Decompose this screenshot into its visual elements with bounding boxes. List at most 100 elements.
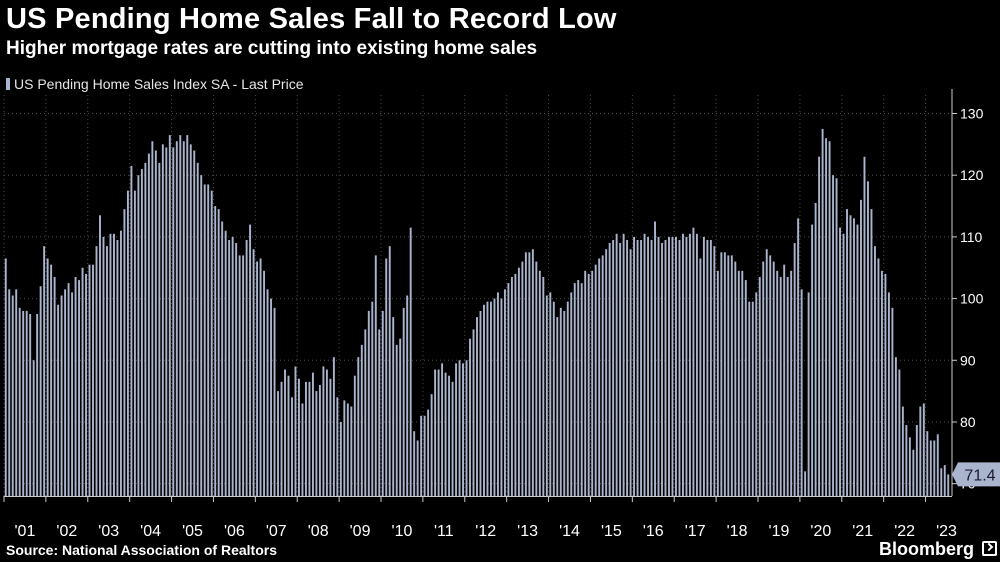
- bar: [8, 289, 11, 496]
- x-tick-label: '16: [643, 523, 664, 540]
- bar: [29, 314, 32, 496]
- y-tick-label: 130: [960, 106, 984, 122]
- bar: [545, 295, 548, 496]
- bar: [804, 471, 807, 496]
- bar: [901, 406, 904, 496]
- bar: [769, 255, 772, 496]
- source-note: Source: National Association of Realtors: [6, 542, 277, 558]
- bar: [277, 391, 279, 496]
- bar: [32, 360, 35, 496]
- bar: [695, 233, 698, 496]
- bar: [256, 261, 259, 496]
- bar: [867, 181, 869, 496]
- bar: [311, 372, 314, 496]
- bar: [556, 317, 559, 496]
- bar: [140, 169, 143, 496]
- bar: [102, 236, 105, 496]
- bar: [287, 375, 290, 496]
- x-axis: '01 '02 '03 '04 '05 '06 '07 '08 '09 '10 '11 '12 '13 '…: [3, 496, 957, 540]
- bar: [126, 190, 129, 496]
- bar: [130, 165, 133, 496]
- bar: [573, 283, 576, 496]
- bar: [221, 221, 224, 496]
- bar: [493, 298, 496, 496]
- bar: [490, 301, 492, 496]
- bar: [60, 295, 63, 496]
- bar: [381, 310, 384, 496]
- bar: [392, 317, 395, 496]
- x-tick-label: '20: [810, 523, 831, 540]
- bar: [238, 255, 241, 496]
- bar: [709, 239, 712, 497]
- x-tick-label: '03: [98, 523, 119, 540]
- bar: [734, 261, 737, 496]
- bar: [647, 236, 650, 496]
- last-value-marker: 71.4: [952, 462, 1000, 487]
- bar: [657, 236, 660, 496]
- bar: [947, 474, 950, 496]
- bar: [175, 141, 178, 496]
- bar: [434, 369, 437, 496]
- bar: [364, 329, 367, 496]
- bar: [549, 292, 552, 496]
- bar: [479, 310, 482, 496]
- bar: [448, 375, 451, 496]
- bar: [420, 415, 423, 496]
- bar: [524, 252, 527, 496]
- chart-subtitle: Higher mortgage rates are cutting into e…: [6, 38, 538, 59]
- y-tick-label: 110: [960, 229, 983, 245]
- bar: [88, 264, 91, 496]
- bar: [406, 295, 409, 496]
- bar: [619, 243, 622, 496]
- bar: [779, 276, 782, 496]
- bar: [821, 128, 824, 496]
- bar: [514, 273, 517, 496]
- bar: [849, 215, 852, 497]
- bar: [587, 273, 590, 496]
- bar: [441, 363, 444, 496]
- bar: [713, 246, 716, 496]
- bar: [675, 236, 677, 496]
- bar: [737, 270, 740, 496]
- bar: [835, 178, 838, 496]
- bar: [315, 391, 318, 496]
- bar: [291, 397, 293, 496]
- bar: [605, 249, 608, 496]
- bar: [161, 144, 164, 496]
- x-tick-label: '09: [350, 523, 371, 540]
- bar: [654, 221, 656, 496]
- bar: [416, 440, 419, 496]
- bar: [860, 199, 862, 496]
- bar: [18, 307, 21, 496]
- bar: [231, 236, 234, 496]
- bar: [332, 357, 335, 496]
- bar: [81, 267, 84, 496]
- bar: [877, 258, 880, 496]
- gridlines: [3, 95, 954, 496]
- bar: [720, 252, 723, 496]
- bar: [242, 255, 245, 496]
- bar: [887, 292, 890, 496]
- bar: [46, 258, 49, 496]
- y-tick-label: 100: [960, 291, 984, 307]
- bar: [395, 344, 398, 496]
- x-tick-label: '12: [475, 523, 496, 540]
- bar: [612, 239, 615, 497]
- bar: [15, 289, 18, 496]
- bar: [538, 270, 541, 496]
- bar: [25, 310, 28, 496]
- bar: [908, 437, 911, 496]
- x-tick-label: '11: [434, 523, 454, 540]
- bar: [919, 406, 922, 496]
- bar: [154, 150, 157, 496]
- bar: [727, 255, 730, 496]
- bar: [137, 175, 140, 496]
- x-tick-label: '08: [308, 523, 329, 540]
- bar: [905, 425, 908, 496]
- bar: [280, 381, 283, 496]
- bar: [933, 440, 936, 496]
- bar: [249, 224, 252, 497]
- bar: [800, 289, 803, 496]
- bar: [668, 236, 670, 496]
- bar: [856, 224, 859, 497]
